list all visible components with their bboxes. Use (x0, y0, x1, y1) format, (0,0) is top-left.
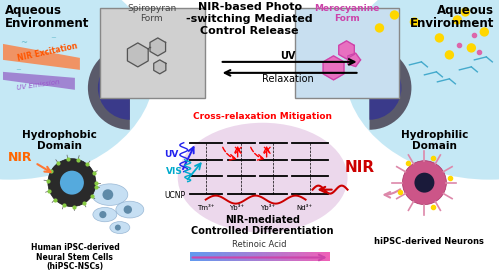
Ellipse shape (110, 222, 130, 233)
Polygon shape (128, 43, 148, 67)
Text: hiPSC-derived Neurons: hiPSC-derived Neurons (374, 236, 484, 246)
Text: UV Emission: UV Emission (16, 79, 60, 91)
Text: Domain: Domain (412, 141, 457, 151)
Text: Yb³⁺: Yb³⁺ (229, 205, 244, 211)
Text: ~: ~ (50, 35, 56, 41)
Circle shape (376, 24, 384, 32)
Text: NIR-mediated: NIR-mediated (225, 215, 300, 225)
Text: (hiPSC-NSCs): (hiPSC-NSCs) (46, 262, 104, 272)
Circle shape (414, 173, 434, 193)
Text: Controlled Differentiation: Controlled Differentiation (192, 226, 334, 236)
Polygon shape (323, 56, 344, 80)
Text: UV: UV (280, 51, 295, 61)
Polygon shape (154, 60, 166, 74)
Text: Yb³⁺: Yb³⁺ (260, 205, 275, 211)
Text: Neural Stem Cells: Neural Stem Cells (36, 253, 114, 261)
Text: UV: UV (164, 150, 179, 159)
Text: Tm³⁺: Tm³⁺ (197, 205, 214, 211)
Ellipse shape (0, 0, 155, 180)
Circle shape (390, 11, 398, 19)
Text: Merocyanine
Form: Merocyanine Form (314, 4, 379, 23)
Text: NIR-based Photo: NIR-based Photo (198, 2, 302, 12)
Text: Domain: Domain (38, 141, 82, 151)
Ellipse shape (344, 0, 500, 180)
Text: Environment: Environment (5, 17, 89, 30)
Ellipse shape (178, 123, 348, 233)
Circle shape (480, 28, 488, 36)
Polygon shape (338, 41, 354, 59)
Circle shape (60, 171, 84, 195)
Text: ~: ~ (20, 38, 27, 47)
Circle shape (468, 44, 475, 52)
Circle shape (124, 206, 132, 214)
Text: Human iPSC-derived: Human iPSC-derived (30, 242, 120, 252)
Ellipse shape (92, 184, 128, 206)
Text: Spiropyran
Form: Spiropyran Form (127, 4, 176, 23)
Wedge shape (370, 46, 412, 130)
Circle shape (402, 161, 446, 205)
Text: ~: ~ (30, 53, 36, 59)
Circle shape (462, 8, 469, 16)
FancyBboxPatch shape (294, 8, 400, 98)
FancyBboxPatch shape (100, 8, 204, 98)
Circle shape (410, 18, 418, 26)
Text: Environment: Environment (410, 17, 494, 30)
Circle shape (48, 159, 96, 207)
Text: VIS: VIS (166, 167, 182, 176)
Text: ✕: ✕ (232, 145, 243, 158)
Text: Hydrophilic: Hydrophilic (400, 130, 468, 140)
Circle shape (454, 16, 462, 24)
Text: -switching Mediated: -switching Mediated (186, 14, 313, 24)
Polygon shape (348, 53, 360, 67)
Wedge shape (370, 56, 402, 120)
Text: Relaxation: Relaxation (262, 74, 314, 84)
Text: ✕: ✕ (262, 145, 272, 158)
Text: ~: ~ (15, 67, 21, 73)
Text: Cross-relaxation Mitigation: Cross-relaxation Mitigation (193, 112, 332, 121)
Text: Aqueous: Aqueous (5, 4, 62, 17)
Text: Retinoic Acid: Retinoic Acid (232, 239, 287, 249)
Wedge shape (88, 46, 130, 130)
Wedge shape (98, 56, 130, 120)
Circle shape (436, 34, 444, 42)
Circle shape (446, 51, 454, 59)
Polygon shape (150, 38, 166, 56)
Ellipse shape (116, 201, 144, 218)
Text: NIR Excitation: NIR Excitation (17, 41, 79, 63)
Circle shape (102, 189, 113, 200)
Circle shape (115, 225, 121, 230)
Polygon shape (3, 44, 80, 70)
Text: NIR: NIR (8, 151, 32, 164)
Ellipse shape (93, 207, 117, 222)
Text: NIR: NIR (344, 160, 374, 175)
Text: Aqueous: Aqueous (438, 4, 494, 17)
Text: Control Release: Control Release (200, 26, 299, 36)
Text: Nd³⁺: Nd³⁺ (296, 205, 312, 211)
Circle shape (100, 211, 106, 218)
Text: Hydrophobic: Hydrophobic (22, 130, 98, 140)
Text: UCNP: UCNP (164, 191, 186, 200)
Polygon shape (3, 72, 75, 90)
